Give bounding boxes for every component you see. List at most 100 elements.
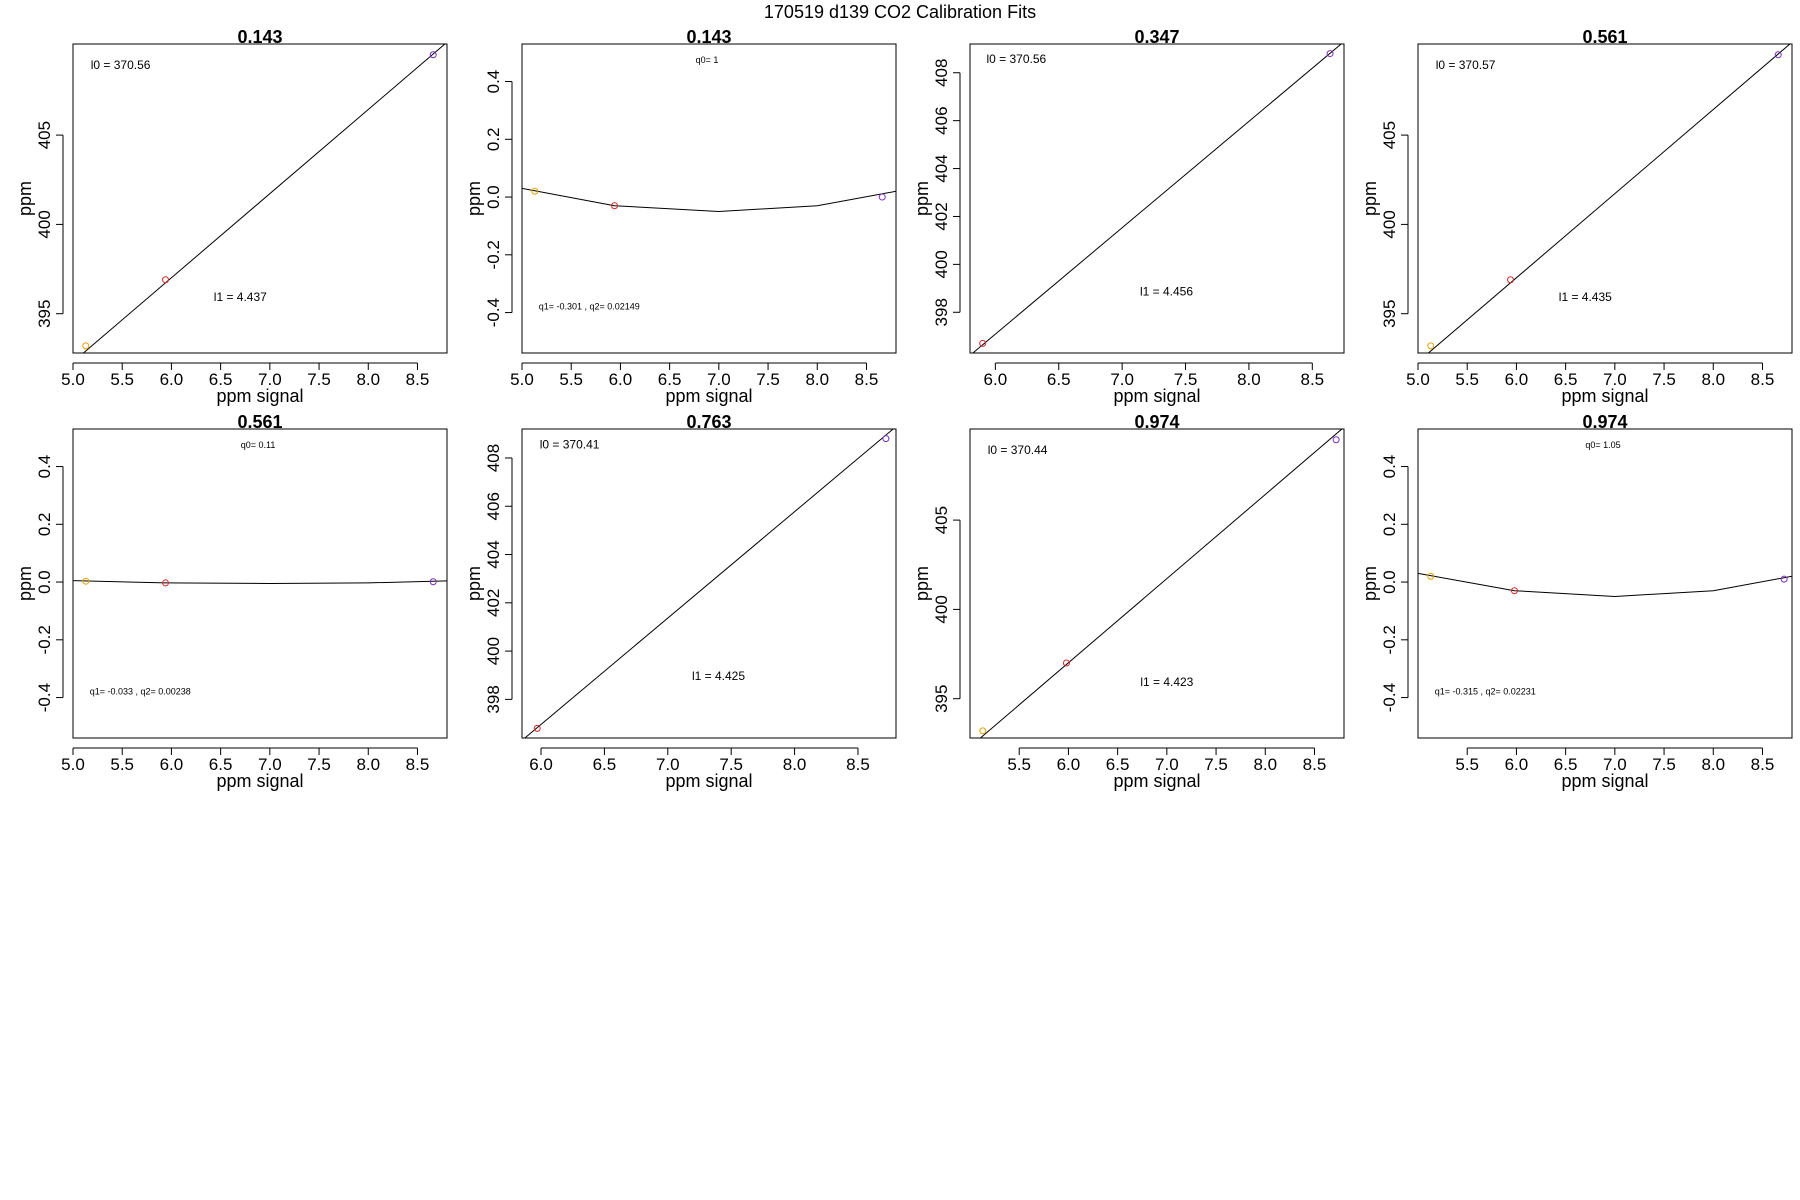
y-axis-label: ppm: [15, 181, 35, 216]
y-tick-label: 408: [932, 59, 951, 87]
fit-annotation: l0 = 370.56: [986, 52, 1046, 66]
calibration-panel: 0.763 6.0 6.5 7.0 7.5 8.0 8.5 398 400 402 404 406 40…: [464, 412, 897, 791]
fit-annotation: l0 = 370.41: [540, 437, 600, 451]
plot-frame: [521, 43, 897, 354]
x-tick-label: 8.5: [1300, 370, 1324, 389]
x-tick-label: 8.5: [406, 755, 430, 774]
x-tick-label: 7.0: [1603, 370, 1627, 389]
fit-annotation: l1 = 4.425: [692, 669, 745, 683]
x-tick-label: 6.5: [658, 370, 682, 389]
plot-frame: [72, 43, 448, 354]
x-tick-label: 8.0: [805, 370, 829, 389]
x-tick-label: 5.0: [510, 370, 534, 389]
fit-annotation: l0 = 370.44: [988, 443, 1048, 457]
x-tick-label: 8.5: [406, 370, 430, 389]
panel-grid: 0.143 5.0 5.5 6.0 6.5 7.0 7.5 8.0 8.5 395 400 405 pp…: [15, 27, 1793, 791]
y-tick-label: 0.2: [35, 512, 54, 536]
x-tick-label: 7.0: [258, 370, 282, 389]
y-tick-label: 0.2: [484, 127, 503, 151]
x-tick-label: 5.5: [110, 370, 134, 389]
y-tick-label: 0.0: [1380, 570, 1399, 594]
fit-annotation: q1= -0.033 , q2= 0.00238: [90, 687, 191, 697]
x-tick-label: 5.0: [61, 370, 85, 389]
x-axis-label: ppm signal: [216, 386, 303, 406]
x-tick-label: 8.5: [855, 370, 879, 389]
fit-line: [979, 429, 1343, 738]
panel-title: 0.974: [1582, 412, 1627, 432]
y-tick-label: 0.4: [1380, 455, 1399, 479]
y-tick-label: -0.2: [35, 625, 54, 654]
x-tick-label: 6.5: [209, 755, 233, 774]
data-point: [878, 193, 886, 201]
x-tick-label: 8.5: [1751, 755, 1775, 774]
panel-title: 0.561: [237, 412, 282, 432]
fit-annotation: l0 = 370.57: [1436, 58, 1496, 72]
calibration-panel: 0.974 5.5 6.0 6.5 7.0 7.5 8.0 8.5 395 400 405 ppm s…: [912, 412, 1345, 791]
x-tick-label: 6.0: [1505, 755, 1529, 774]
x-tick-label: 7.5: [756, 370, 780, 389]
y-tick-label: 404: [932, 154, 951, 182]
x-axis-label: ppm signal: [665, 771, 752, 791]
plot-frame: [969, 428, 1345, 739]
x-tick-label: 6.5: [1106, 755, 1130, 774]
data-point: [1062, 659, 1070, 667]
x-tick-label: 8.0: [1701, 755, 1725, 774]
plot-frame: [1417, 428, 1793, 739]
x-tick-label: 8.5: [1303, 755, 1327, 774]
data-point: [429, 578, 437, 586]
x-tick-label: 6.5: [1554, 755, 1578, 774]
x-tick-label: 8.5: [846, 755, 870, 774]
y-tick-label: 406: [484, 492, 503, 520]
panel-title: 0.561: [1582, 27, 1627, 47]
y-tick-label: 0.4: [35, 455, 54, 479]
data-point: [429, 51, 437, 59]
data-point: [1332, 436, 1340, 444]
x-tick-label: 6.5: [593, 755, 617, 774]
y-tick-label: 395: [1380, 300, 1399, 328]
calibration-panel: 0.143 5.0 5.5 6.0 6.5 7.0 7.5 8.0 8.5 395 400 405 pp…: [15, 27, 448, 406]
x-tick-label: 7.0: [1110, 370, 1134, 389]
x-tick-label: 8.5: [1751, 370, 1775, 389]
y-tick-label: -0.4: [484, 298, 503, 327]
plot-frame: [72, 428, 448, 739]
data-point: [82, 577, 90, 585]
fit-line: [972, 44, 1342, 353]
x-tick-label: 6.5: [1047, 370, 1071, 389]
x-tick-label: 8.0: [1701, 370, 1725, 389]
data-point: [162, 579, 170, 587]
x-tick-label: 6.0: [1505, 370, 1529, 389]
y-tick-label: 402: [484, 589, 503, 617]
y-tick-label: 0.2: [1380, 512, 1399, 536]
fit-curve: [522, 187, 896, 213]
x-tick-label: 5.5: [110, 755, 134, 774]
y-tick-label: 395: [35, 300, 54, 328]
y-tick-label: 408: [484, 444, 503, 472]
y-tick-label: 0.0: [484, 185, 503, 209]
data-point: [1774, 51, 1782, 59]
x-tick-label: 6.0: [529, 755, 553, 774]
x-tick-label: 7.5: [1652, 755, 1676, 774]
fit-annotation: q1= -0.301 , q2= 0.02149: [539, 302, 640, 312]
panel-title: 0.974: [1134, 412, 1179, 432]
y-axis-label: ppm: [464, 566, 484, 601]
x-tick-label: 7.5: [719, 755, 743, 774]
y-tick-label: 398: [932, 298, 951, 326]
fit-curve: [73, 580, 447, 585]
x-axis-label: ppm signal: [1561, 771, 1648, 791]
y-axis-label: ppm: [15, 566, 35, 601]
data-point: [82, 342, 90, 350]
calibration-panel: 0.347 6.0 6.5 7.0 7.5 8.0 8.5 398 400 402 404 406 40…: [912, 27, 1345, 406]
data-point: [882, 435, 890, 443]
y-tick-label: 400: [484, 637, 503, 665]
panel-title: 0.763: [686, 412, 731, 432]
y-tick-label: 405: [1380, 121, 1399, 149]
data-point: [162, 276, 170, 284]
y-tick-label: 405: [932, 506, 951, 534]
y-tick-label: 0.4: [484, 70, 503, 94]
data-point: [979, 339, 987, 347]
fit-line: [524, 429, 894, 738]
calibration-panel: 0.561 5.0 5.5 6.0 6.5 7.0 7.5 8.0 8.5 395 400 405 pp…: [1360, 27, 1793, 406]
x-tick-label: 7.5: [307, 755, 331, 774]
data-point: [533, 724, 541, 732]
x-axis-label: ppm signal: [1113, 771, 1200, 791]
